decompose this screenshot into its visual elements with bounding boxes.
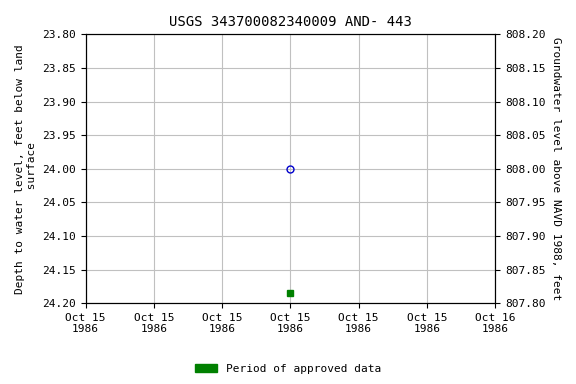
Y-axis label: Depth to water level, feet below land
 surface: Depth to water level, feet below land su… — [15, 44, 37, 294]
Title: USGS 343700082340009 AND- 443: USGS 343700082340009 AND- 443 — [169, 15, 412, 29]
Legend: Period of approved data: Period of approved data — [191, 359, 385, 379]
Y-axis label: Groundwater level above NAVD 1988, feet: Groundwater level above NAVD 1988, feet — [551, 37, 561, 300]
